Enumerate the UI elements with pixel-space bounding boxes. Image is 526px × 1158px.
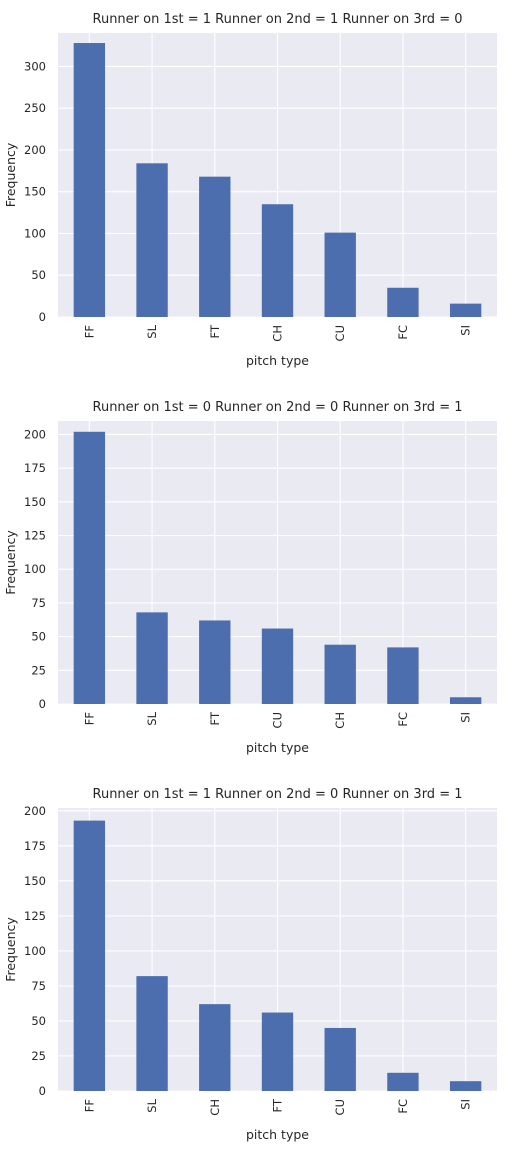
x-tick-label: CH <box>333 712 347 729</box>
y-axis-label: Frequency <box>3 917 18 982</box>
y-tick-label: 175 <box>24 461 46 475</box>
y-tick-label: 100 <box>24 944 46 958</box>
x-tick-label: CH <box>208 1099 222 1116</box>
y-tick-label: 125 <box>24 909 46 923</box>
bar-ff <box>73 43 106 317</box>
bar-cu <box>324 232 356 317</box>
x-tick-label: SI <box>459 1099 473 1110</box>
bar-ft <box>261 1012 294 1091</box>
bar-ch <box>261 204 294 317</box>
chart-title: Runner on 1st = 1 Runner on 2nd = 1 Runn… <box>93 12 463 27</box>
y-tick-label: 150 <box>24 185 46 199</box>
chart-panel-1: 0 50 100 150 200 250 300 FF SL FT CH CU FC SI Runner o… <box>3 12 497 368</box>
chart-panel-2: 0 25 50 75 100 125 150 175 200 FF SL FT CU CH FC SI Runn… <box>3 400 497 755</box>
bar-fc <box>387 1072 419 1091</box>
bar-ff <box>73 431 106 704</box>
x-tick-label: SL <box>145 711 159 725</box>
bar-sl <box>136 612 168 704</box>
bar-ff <box>73 820 106 1091</box>
chart-title: Runner on 1st = 0 Runner on 2nd = 0 Runn… <box>93 400 463 415</box>
y-tick-label: 200 <box>24 143 46 157</box>
bar-fc <box>387 287 419 317</box>
bar-ch <box>324 644 356 704</box>
y-tick-label: 150 <box>24 495 46 509</box>
chart-panel-3: 0 25 50 75 100 125 150 175 200 FF SL CH FT CU FC SI Runn… <box>3 787 497 1142</box>
y-tick-label: 75 <box>31 979 46 993</box>
y-tick-label: 50 <box>31 268 46 282</box>
x-tick-label: FT <box>208 711 222 725</box>
x-tick-label: FT <box>208 324 222 338</box>
bar-ft <box>199 620 231 704</box>
x-tick-label: FT <box>271 1098 285 1112</box>
bar-si <box>449 303 482 317</box>
x-tick-label: CU <box>333 325 347 341</box>
x-axis-label: pitch type <box>246 740 309 755</box>
y-tick-label: 0 <box>39 1084 46 1098</box>
y-tick-label: 25 <box>31 663 46 677</box>
x-tick-label: CU <box>333 1099 347 1115</box>
y-tick-label: 100 <box>24 226 46 240</box>
y-axis-label: Frequency <box>3 530 18 595</box>
x-tick-label: FF <box>82 1099 96 1112</box>
x-tick-label: CU <box>271 712 285 728</box>
x-tick-label: SI <box>459 712 473 723</box>
y-tick-label: 50 <box>31 1014 46 1028</box>
bar-cu <box>261 628 294 704</box>
y-tick-label: 150 <box>24 874 46 888</box>
bar-sl <box>136 976 168 1091</box>
y-tick-label: 175 <box>24 839 46 853</box>
bar-ch <box>199 1004 231 1091</box>
bar-fc <box>387 647 419 704</box>
bar-cu <box>324 1027 356 1091</box>
x-axis-label: pitch type <box>246 1127 309 1142</box>
x-tick-label: SL <box>145 1098 159 1112</box>
chart-title: Runner on 1st = 1 Runner on 2nd = 0 Runn… <box>93 787 463 802</box>
x-axis-label: pitch type <box>246 353 309 368</box>
y-tick-label: 300 <box>24 59 46 73</box>
bar-ft <box>199 176 231 317</box>
y-tick-label: 250 <box>24 101 46 115</box>
y-tick-label: 0 <box>39 310 46 324</box>
bar-si <box>449 697 482 704</box>
y-tick-label: 75 <box>31 596 46 610</box>
x-tick-label: FF <box>82 712 96 725</box>
bar-sl <box>136 163 168 317</box>
x-tick-label: FC <box>396 325 410 340</box>
y-tick-label: 0 <box>39 697 46 711</box>
y-tick-label: 125 <box>24 529 46 543</box>
x-tick-label: CH <box>271 325 285 342</box>
x-tick-label: SL <box>145 324 159 338</box>
y-tick-label: 200 <box>24 804 46 818</box>
x-tick-label: FF <box>82 325 96 338</box>
x-tick-label: FC <box>396 1099 410 1114</box>
y-tick-label: 200 <box>24 427 46 441</box>
y-tick-label: 25 <box>31 1049 46 1063</box>
y-axis-label: Frequency <box>3 142 18 207</box>
y-tick-label: 100 <box>24 562 46 576</box>
bar-si <box>449 1081 482 1091</box>
x-tick-label: SI <box>459 325 473 336</box>
y-tick-label: 50 <box>31 630 46 644</box>
x-tick-label: FC <box>396 712 410 727</box>
